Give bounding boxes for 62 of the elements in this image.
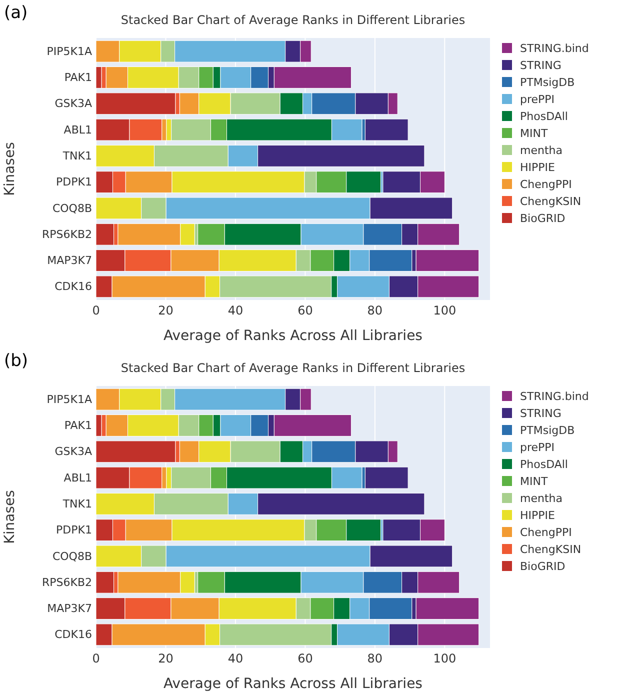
x-tick-label: 60 <box>298 652 313 666</box>
legend-label: BioGRID <box>520 560 566 573</box>
x-tick-label: 0 <box>92 304 100 318</box>
y-tick-label: GSK3A <box>54 97 92 110</box>
legend-label: MINT <box>520 475 548 488</box>
y-tick-label: ABL1 <box>64 471 92 484</box>
legend-label: mentha <box>520 144 562 157</box>
y-tick-label: ABL1 <box>64 123 92 136</box>
x-tick-label: 40 <box>228 304 244 318</box>
legend-label: PhosDAll <box>520 110 568 123</box>
y-tick-label: CDK16 <box>54 628 92 642</box>
y-tick-label: MAP3K7 <box>47 602 92 616</box>
chart-title: Stacked Bar Chart of Average Ranks in Different Libraries <box>120 361 466 375</box>
y-tick-label: TNK1 <box>62 497 92 510</box>
legend-label: mentha <box>520 492 562 505</box>
x-tick-label: 100 <box>433 652 456 666</box>
x-tick-label: 40 <box>228 652 244 666</box>
legend-label: STRING.bind <box>520 390 589 403</box>
legend-label: PhosDAll <box>520 458 568 471</box>
y-tick-label: GSK3A <box>54 445 92 458</box>
legend-label: ChengKSIN <box>520 195 582 208</box>
x-tick-label: 80 <box>367 304 383 318</box>
y-tick-label: RPS6KB2 <box>42 228 92 241</box>
y-tick-label: PAK1 <box>64 419 92 432</box>
y-axis-title: Kinases <box>2 142 18 196</box>
y-axis-title: Kinases <box>2 490 18 544</box>
x-tick-label: 100 <box>433 304 456 318</box>
y-tick-label: PIP5K1A <box>46 44 92 58</box>
x-axis-title: Average of Ranks Across All Libraries <box>164 328 422 344</box>
y-tick-label: TNK1 <box>62 149 92 162</box>
y-tick-label: PDPK1 <box>56 176 92 189</box>
y-tick-label: PAK1 <box>64 71 92 84</box>
legend-label: prePPI <box>520 93 555 106</box>
text: (b) <box>4 351 28 371</box>
legend-label: STRING <box>520 407 562 420</box>
legend-label: STRING.bind <box>520 42 589 55</box>
y-tick-label: MAP3K7 <box>47 254 92 268</box>
x-tick-label: 20 <box>158 652 174 666</box>
legend-label: PTMsigDB <box>520 76 575 89</box>
legend-label: HIPPIE <box>520 161 556 174</box>
y-tick-label: PIP5K1A <box>46 392 92 406</box>
y-tick-label: CDK16 <box>54 280 92 294</box>
chart-title: Stacked Bar Chart of Average Ranks in Different Libraries <box>120 13 466 27</box>
y-tick-label: PDPK1 <box>56 524 92 537</box>
legend-label: ChengPPI <box>520 178 572 191</box>
legend-label: STRING <box>520 59 562 72</box>
text: (a) <box>4 3 28 23</box>
x-tick-label: 0 <box>92 652 100 666</box>
x-tick-label: 20 <box>158 304 174 318</box>
legend-label: MINT <box>520 127 548 140</box>
y-tick-label: COQ8B <box>52 202 92 215</box>
legend-label: HIPPIE <box>520 509 556 522</box>
legend-label: BioGRID <box>520 212 566 225</box>
y-tick-label: RPS6KB2 <box>42 576 92 589</box>
x-tick-label: 80 <box>367 652 383 666</box>
legend-label: ChengKSIN <box>520 543 582 556</box>
y-tick-label: COQ8B <box>52 550 92 563</box>
x-axis-title: Average of Ranks Across All Libraries <box>164 676 422 692</box>
legend-label: ChengPPI <box>520 526 572 539</box>
legend-label: PTMsigDB <box>520 424 575 437</box>
legend-label: prePPI <box>520 441 555 454</box>
x-tick-label: 60 <box>298 304 313 318</box>
